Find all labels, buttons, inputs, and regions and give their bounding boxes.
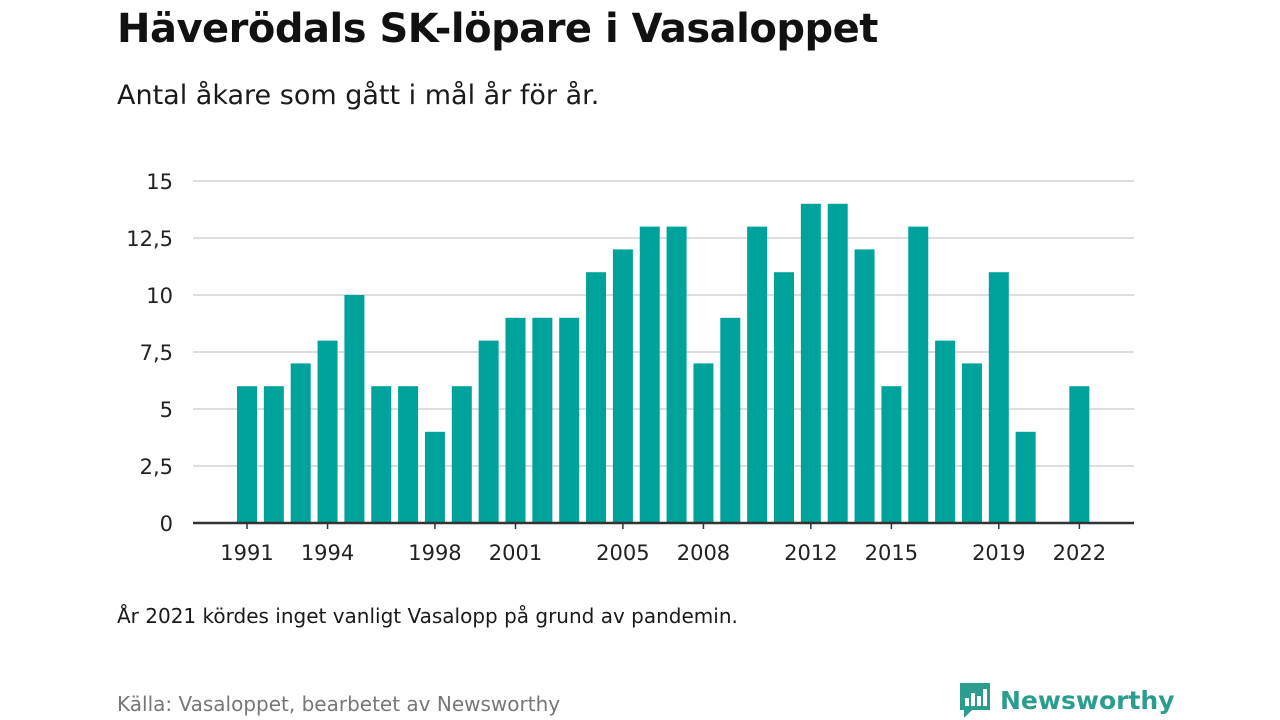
bar-2019 [988, 272, 1009, 523]
y-axis-labels: 0 2,5 5 7,5 10 12,5 15 [126, 170, 173, 536]
x-axis-labels: 1991 1994 1998 2001 2005 2008 2012 2015 2019 2022 [220, 541, 1106, 565]
bar-2009 [720, 317, 741, 523]
bar-2017 [935, 340, 956, 523]
bar-2020 [1015, 431, 1036, 523]
bar-1993 [290, 363, 311, 523]
y-tick-label: 10 [146, 284, 173, 308]
bar-1999 [451, 386, 472, 523]
x-tick-label: 2001 [489, 541, 542, 565]
x-axis [193, 521, 1134, 529]
bar-2003 [559, 317, 580, 523]
chart-subtitle: Antal åkare som gått i mål år för år. [117, 80, 600, 111]
y-tick-label: 5 [160, 398, 173, 422]
x-tick-label: 2012 [784, 541, 837, 565]
bar-1997 [398, 386, 419, 523]
bars [237, 203, 1090, 524]
bar-2004 [586, 272, 607, 523]
bar-2016 [908, 226, 929, 523]
bar-chart: 0 2,5 5 7,5 10 12,5 15 1991 1994 1998 2001 2005 200… [126, 170, 1134, 565]
bar-2006 [639, 226, 660, 523]
y-tick-label: 15 [146, 170, 173, 194]
bar-1994 [317, 340, 338, 523]
bar-2007 [666, 226, 687, 523]
brand-name: Newsworthy [1000, 685, 1175, 715]
bar-2008 [693, 363, 714, 523]
x-tick-label: 2019 [972, 541, 1025, 565]
y-tick-label: 7,5 [140, 341, 173, 365]
x-tick-label: 1994 [301, 541, 354, 565]
bar-1996 [371, 386, 392, 523]
x-tick-label: 1998 [408, 541, 461, 565]
newsworthy-logo: Newsworthy [958, 680, 1175, 720]
bar-2015 [881, 386, 902, 523]
bar-2013 [827, 203, 848, 524]
bar-2012 [800, 203, 821, 524]
x-tick-label: 2015 [865, 541, 918, 565]
bar-2014 [854, 249, 875, 523]
x-tick-label: 2005 [596, 541, 649, 565]
source-credit: Källa: Vasaloppet, bearbetet av Newswort… [117, 692, 561, 716]
bar-1992 [263, 386, 284, 523]
bar-2018 [961, 363, 982, 523]
footnote: År 2021 kördes inget vanligt Vasalopp på… [117, 604, 738, 628]
y-tick-label: 12,5 [126, 227, 173, 251]
bar-1998 [424, 431, 445, 523]
bar-2011 [774, 272, 794, 523]
bar-1991 [237, 386, 257, 523]
x-tick-label: 2008 [677, 541, 730, 565]
bar-2000 [478, 340, 499, 523]
bar-2002 [532, 317, 553, 523]
y-tick-label: 0 [160, 512, 173, 536]
chart-title: Häverödals SK-löpare i Vasaloppet [117, 6, 878, 52]
bar-2005 [612, 249, 633, 523]
x-tick-label: 1991 [220, 541, 273, 565]
bar-2022 [1069, 386, 1090, 523]
newsworthy-logo-icon [960, 683, 990, 718]
x-tick-label: 2022 [1053, 541, 1106, 565]
bar-1995 [344, 295, 365, 523]
bar-2001 [505, 317, 526, 523]
y-tick-label: 2,5 [140, 455, 173, 479]
bar-2010 [747, 226, 768, 523]
